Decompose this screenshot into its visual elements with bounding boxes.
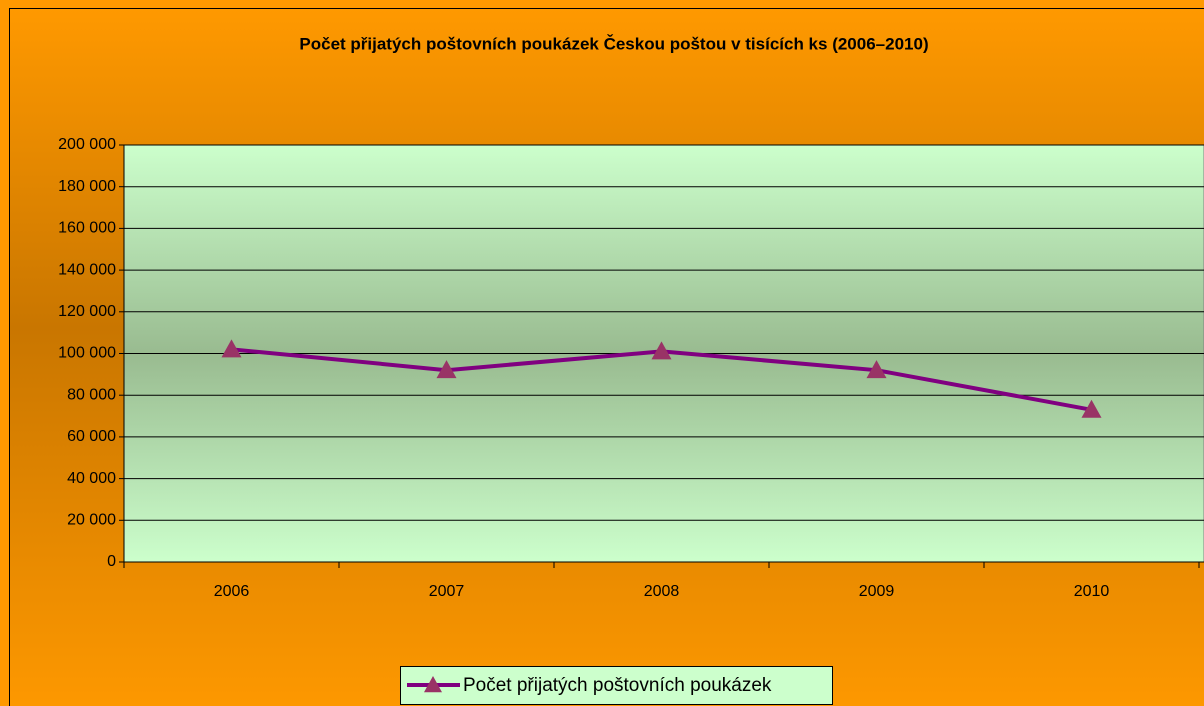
y-tick-label: 100 000 [58, 345, 116, 362]
legend-marker [424, 676, 442, 693]
data-marker [1081, 399, 1102, 418]
y-tick-label: 40 000 [67, 470, 116, 487]
y-tick-label: 60 000 [67, 428, 116, 445]
data-marker [866, 360, 887, 379]
y-tick-label: 180 000 [58, 178, 116, 195]
x-tick-label: 2010 [1074, 583, 1110, 600]
legend-box [400, 666, 833, 705]
y-tick-label: 160 000 [58, 220, 116, 237]
x-tick-label: 2007 [429, 583, 465, 600]
y-tick-label: 200 000 [58, 136, 116, 153]
legend-label: Počet přijatých poštovních poukázek [463, 675, 772, 696]
x-tick-label: 2006 [214, 583, 250, 600]
y-tick-label: 20 000 [67, 512, 116, 529]
data-marker [221, 339, 242, 358]
data-marker [436, 360, 457, 379]
y-tick-label: 80 000 [67, 386, 116, 403]
y-tick-label: 140 000 [58, 261, 116, 278]
y-tick-label: 120 000 [58, 303, 116, 320]
chart-title: Počet přijatých poštovních poukázek Česk… [299, 34, 928, 53]
data-marker [651, 341, 672, 360]
x-tick-label: 2008 [644, 583, 680, 600]
y-tick-label: 0 [107, 553, 116, 570]
x-tick-label: 2009 [859, 583, 895, 600]
